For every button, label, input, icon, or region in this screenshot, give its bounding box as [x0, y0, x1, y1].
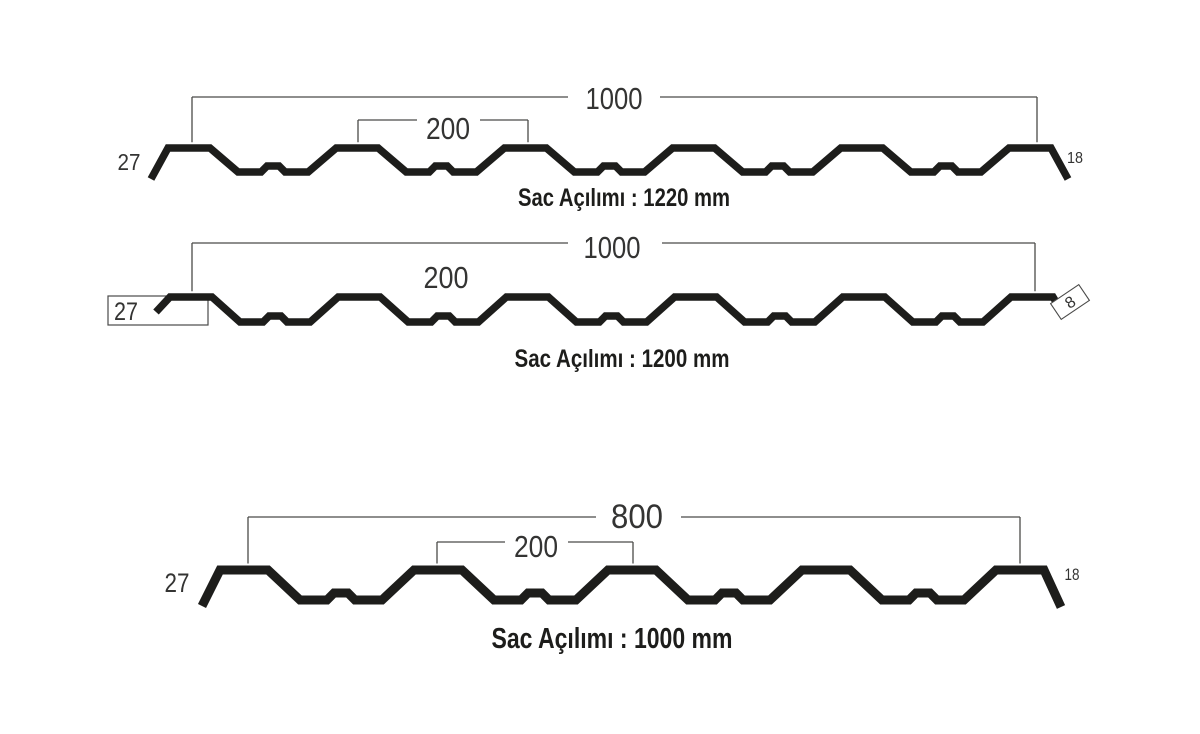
pitch-dim-label: 200 — [426, 111, 470, 146]
width-dim-label: 800 — [611, 498, 663, 536]
profile-1000-outline — [197, 565, 1066, 609]
sheet-flat-width-caption: Sac Açılımı : 1000 mm — [492, 623, 733, 655]
left-edge-label: 27 — [114, 298, 138, 326]
right-edge-label: 18 — [1067, 150, 1083, 167]
sheet-flat-width-caption: Sac Açılımı : 1220 mm — [518, 184, 730, 212]
right-edge-label: 18 — [1065, 565, 1080, 584]
width-dim-label: 1000 — [586, 81, 643, 116]
sheet-flat-width-caption: Sac Açılımı : 1200 mm — [515, 345, 730, 373]
width-dim-label: 1000 — [584, 230, 641, 265]
left-edge-label: 27 — [118, 149, 141, 175]
profile-1220-outline — [147, 144, 1072, 181]
right-edge-label-box-rect — [1049, 283, 1091, 321]
profile-1000-group: 18 27 800 200 Sac Açılımı : 1000 mm — [165, 498, 1080, 655]
pitch-dim-label: 200 — [514, 529, 558, 564]
profile-1220-group: 18 27 1000 200 Sac Açılımı : 1220 mm — [118, 81, 1084, 212]
pitch-dim-label: 200 — [424, 260, 469, 295]
right-edge-label-rotated-box: 8 — [1049, 283, 1091, 321]
profile-1200-group: 8 27 1000 200 Sac Açılımı : 1200 mm — [107, 230, 1091, 373]
left-edge-label: 27 — [165, 568, 190, 598]
profile-1200-outline — [153, 293, 1069, 326]
